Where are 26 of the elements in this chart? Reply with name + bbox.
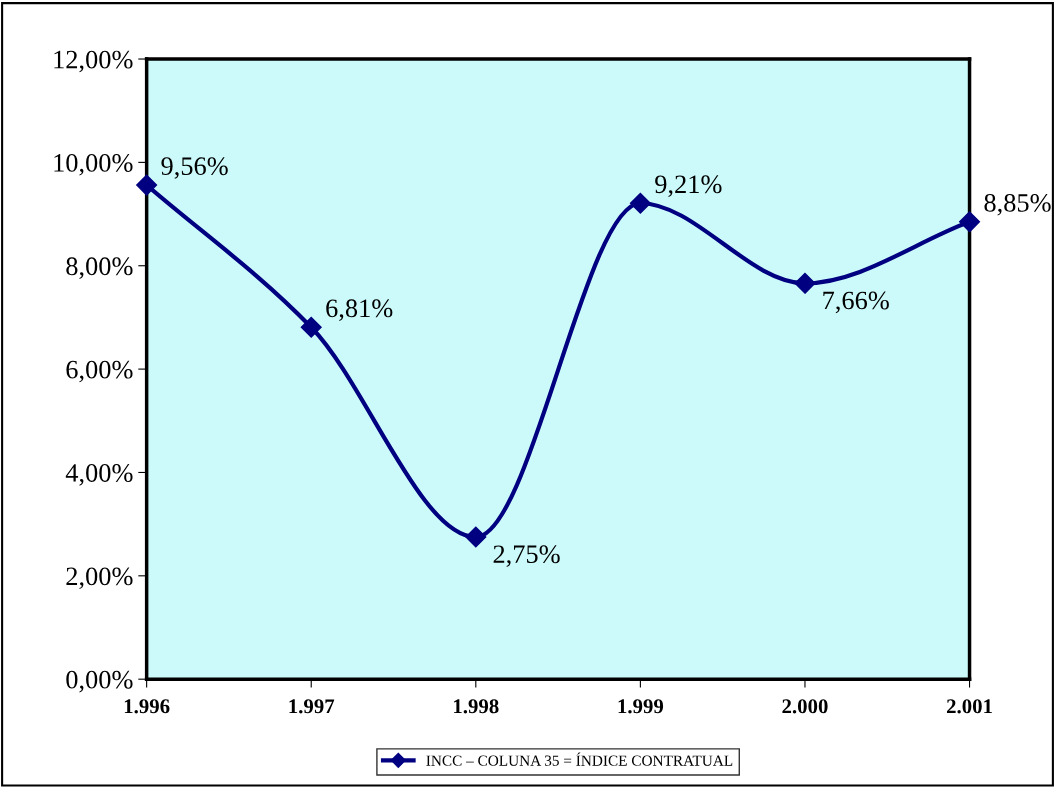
x-tick-label: 1.996 xyxy=(124,699,170,714)
data-label: 6,81% xyxy=(326,299,393,321)
point xyxy=(959,211,981,233)
legend-label: INCC – COLUNA 35 = ÍNDICE CONTRATUAL xyxy=(426,752,733,766)
y-tick-label: 2,00% xyxy=(66,567,133,590)
data-label: 2,75% xyxy=(493,545,560,567)
point xyxy=(794,272,816,294)
x-tick-label: 2.001 xyxy=(946,699,992,714)
point xyxy=(465,526,487,548)
x-tick-label: 1.997 xyxy=(289,699,335,714)
y-tick-label: 6,00% xyxy=(66,360,133,383)
y-tick-label: 4,00% xyxy=(65,464,133,486)
point xyxy=(300,316,322,338)
y-tick-label: 0,00% xyxy=(66,670,133,693)
data-label: 9,21% xyxy=(655,175,722,197)
data-label: 7,66% xyxy=(823,291,889,314)
x-tick-label: 1.998 xyxy=(454,699,499,714)
x-tick-label: 2.000 xyxy=(782,699,828,714)
point xyxy=(136,174,158,196)
y-tick-label: 12,00% xyxy=(54,50,133,73)
y-tick-label: 10,00% xyxy=(54,153,133,176)
data-label: 9,56% xyxy=(161,157,228,179)
data-label: 8,85% xyxy=(984,193,1051,216)
point xyxy=(629,192,651,214)
y-tick-label: 8,00% xyxy=(66,257,133,279)
x-tick-label: 1.999 xyxy=(618,699,664,714)
